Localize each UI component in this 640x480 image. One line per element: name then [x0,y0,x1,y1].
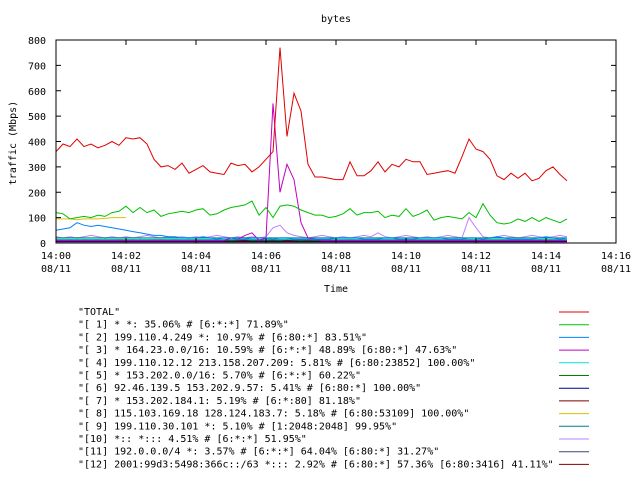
x-tick-time: 14:00 [41,251,71,262]
y-tick-label: 300 [28,163,46,174]
y-axis-label: traffic (Mbps) [8,101,19,185]
legend-entry-3: "[ 3] * 164.23.0.0/16: 10.59% # [6:*:*] … [78,345,457,356]
plot-frame [55,39,617,244]
x-tick-date: 08/11 [111,264,141,275]
x-tick-date: 08/11 [321,264,351,275]
x-tick-date: 08/11 [531,264,561,275]
y-tick-label: 200 [28,188,46,199]
series-line-2 [55,222,568,240]
legend-entry-1: "[ 1] * *: 35.06% # [6:*:*] 71.89%" [78,320,289,331]
legend-entry-5: "[ 5] * 153.202.0.0/16: 5.70% # [6:*:*] … [78,371,361,382]
series-line-3 [56,103,567,242]
x-tick-time: 14:08 [321,251,351,262]
legend-entry-0: "TOTAL" [78,307,120,318]
y-tick-label: 0 [40,239,46,250]
x-tick-time: 14:14 [531,251,561,262]
y-tick-label: 100 [28,214,46,225]
x-tick-date: 08/11 [181,264,211,275]
series-layer [55,47,568,243]
x-tick-date: 08/11 [391,264,421,275]
x-tick-time: 14:10 [391,251,421,262]
legend-entry-4: "[ 4] 199.110.12.12 213.158.207.209: 5.8… [78,358,475,369]
x-tick-time: 14:06 [251,251,281,262]
x-tick-date: 08/11 [251,264,281,275]
x-axis-label: Time [324,284,348,295]
legend-entry-2: "[ 2] 199.110.4.249 *: 10.97% # [6:80:*]… [78,332,367,343]
x-tick-time: 14:02 [111,251,141,262]
x-tick-date: 08/11 [601,264,631,275]
legend-entry-11: "[11] 192.0.0.0/4 *: 3.57% # [6:*:*] 64.… [78,447,439,458]
series-line-0 [55,47,568,182]
x-tick-time: 14:04 [181,251,211,262]
y-tick-label: 700 [28,61,46,72]
x-tick-date: 08/11 [41,264,71,275]
axes-layer: 0 100 200 300 400 500 600 700 800 14:00 08/11 14:02… [28,36,631,275]
series-line-10 [55,216,568,239]
x-tick-time: 14:16 [601,251,631,262]
series-line-1 [55,200,568,225]
legend-entry-9: "[ 9] 199.110.30.101 *: 5.10% # [1:2048:… [78,421,397,432]
series-line-8 [56,217,126,221]
y-tick-label: 500 [28,112,46,123]
legend-entry-8: "[ 8] 115.103.169.18 128.124.183.7: 5.18… [78,409,469,420]
y-tick-label: 400 [28,138,46,149]
x-tick-time: 14:12 [461,251,491,262]
legend-entry-6: "[ 6] 92.46.139.5 153.202.9.57: 5.41% # … [78,383,421,394]
x-tick-date: 08/11 [461,264,491,275]
chart-title: bytes [321,14,351,25]
y-tick-label: 600 [28,87,46,98]
legend-entry-12: "[12] 2001:99d3:5498:366c::/63 *::: 2.92… [78,459,554,470]
y-tick-label: 800 [28,36,46,47]
legend-entry-7: "[ 7] * 153.202.184.1: 5.19% # [6:*:80] … [78,396,361,407]
legend: "TOTAL" "[ 1] * *: 35.06% # [6:*:*] 71.89… [78,307,589,470]
legend-entry-10: "[10] *:: *::: 4.51% # [6:*:*] 51.95%" [78,434,307,445]
